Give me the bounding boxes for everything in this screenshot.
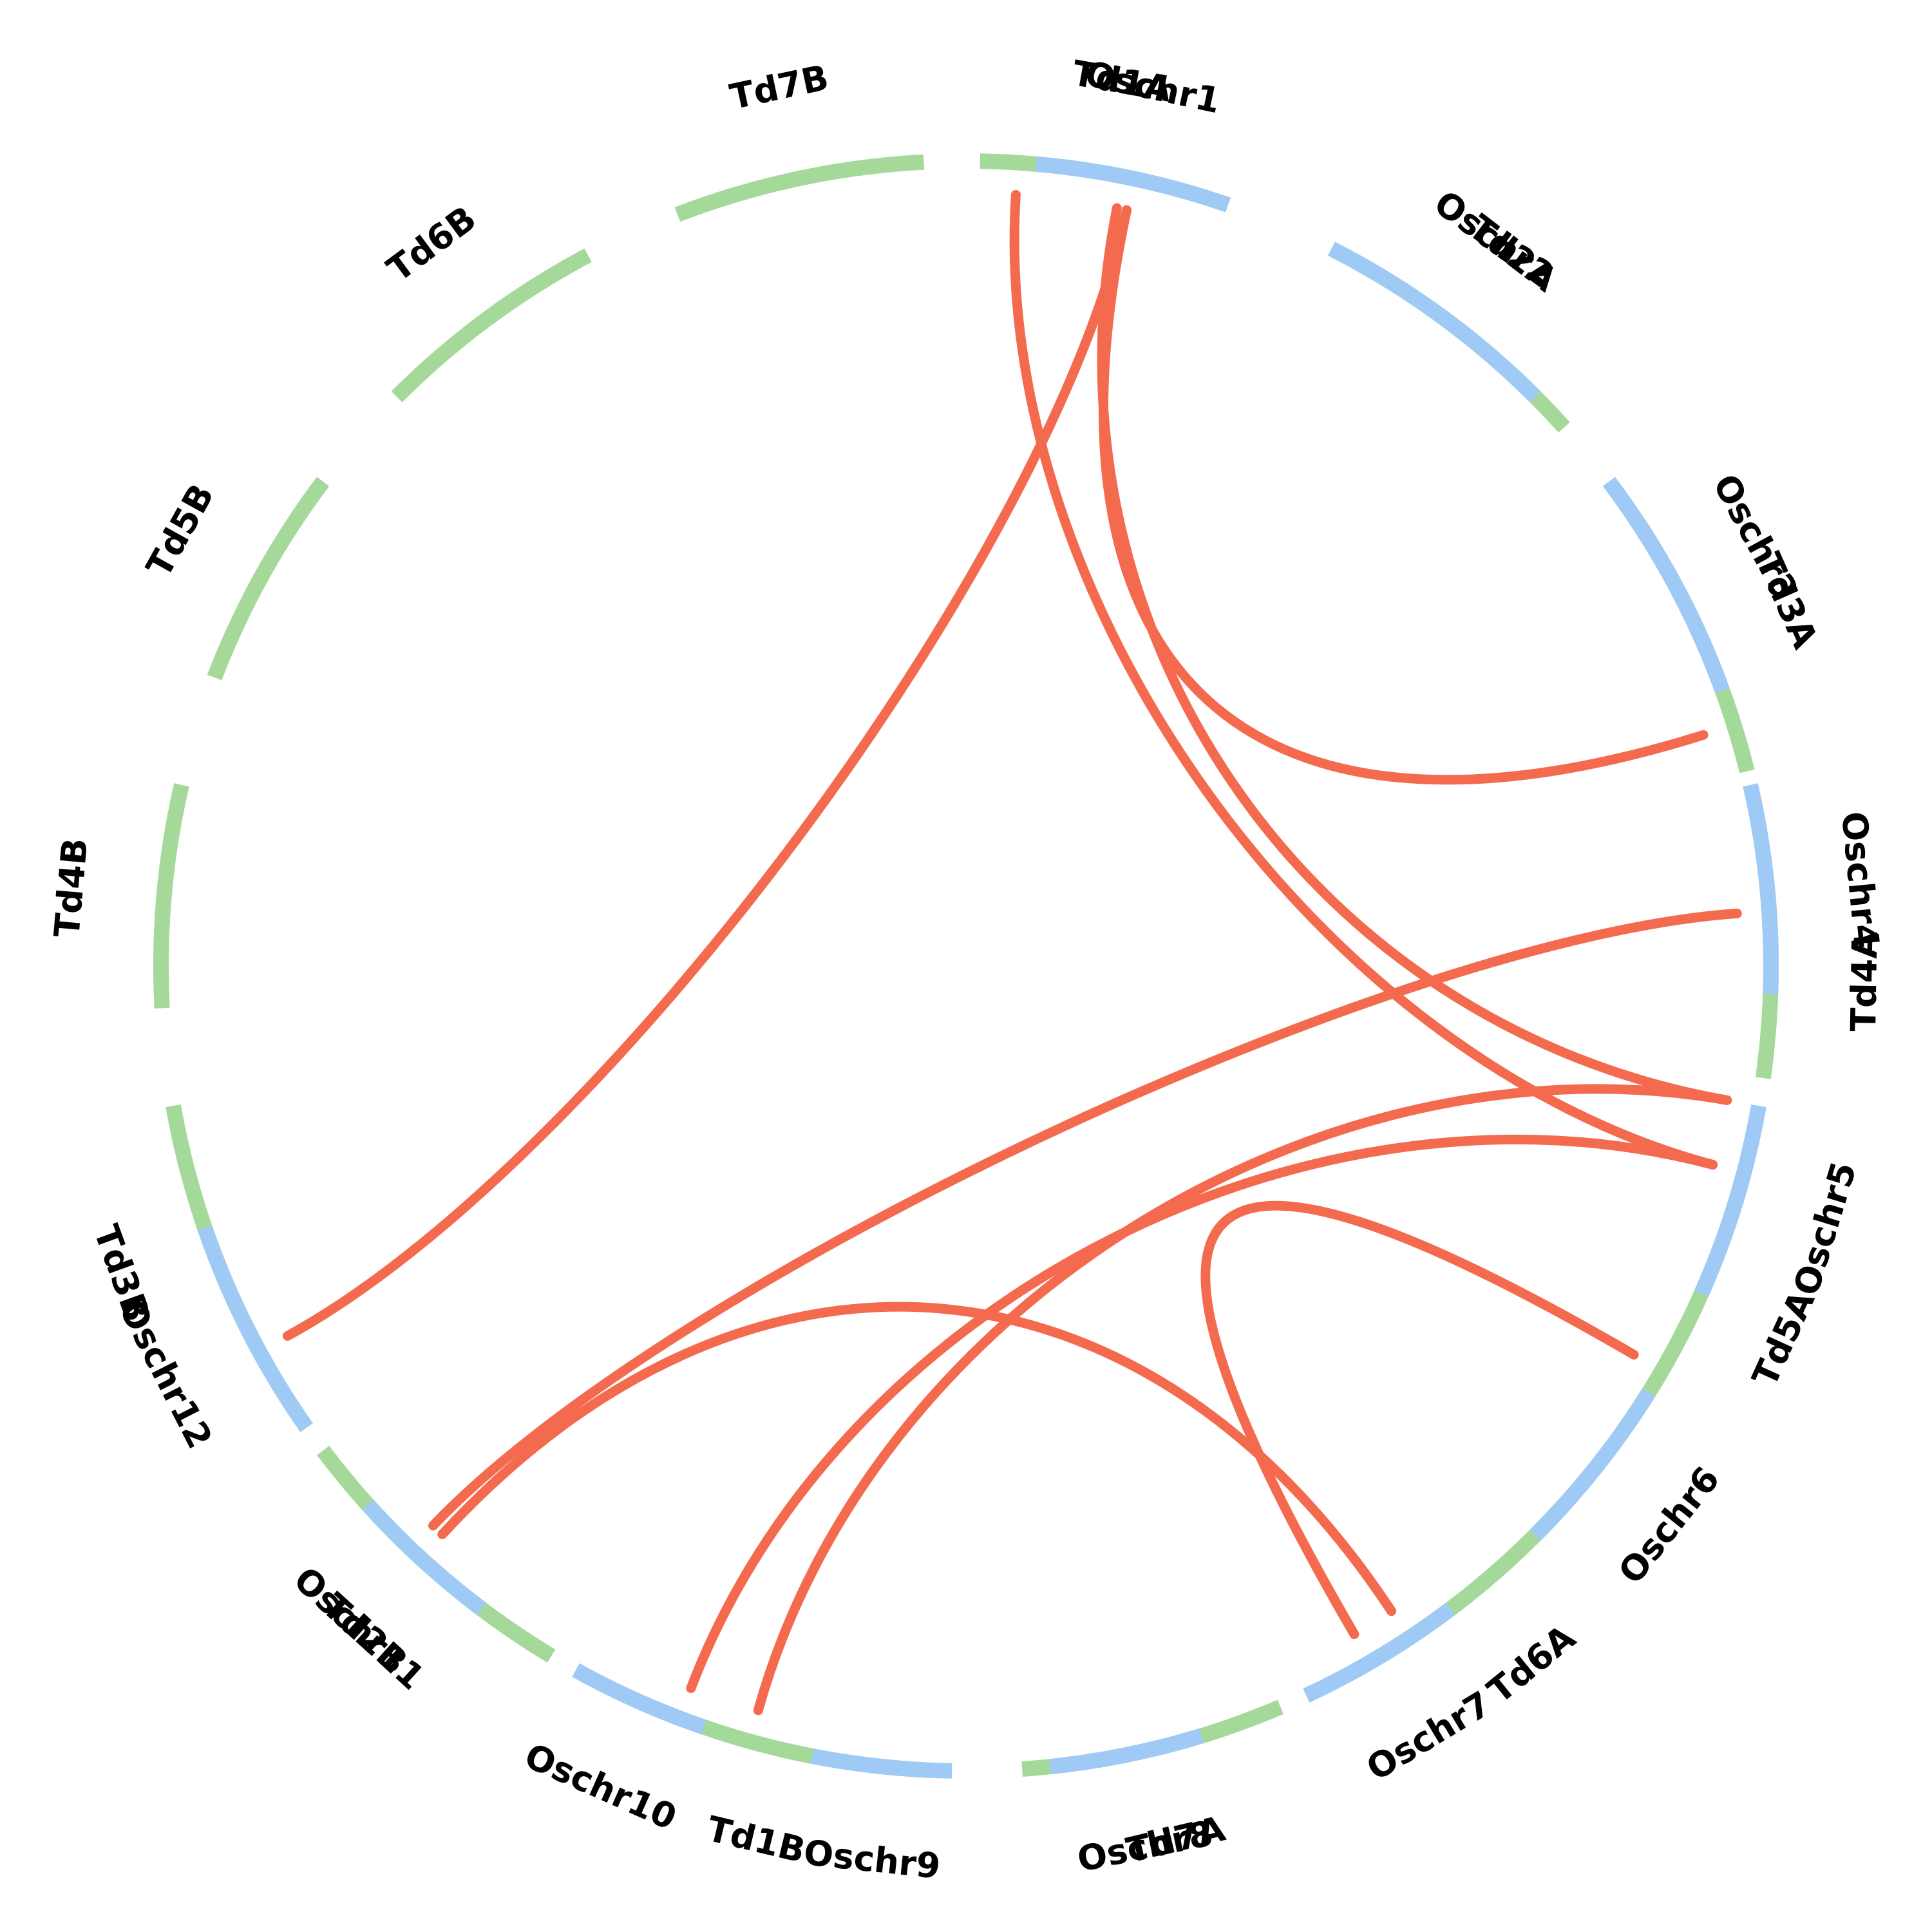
synteny-links xyxy=(282,190,1742,1716)
chromosome-arc-oschr4 xyxy=(1743,783,1779,995)
chromosome-label-td6a: Td6A xyxy=(1480,1617,1583,1712)
chromosome-arc-oschr1 xyxy=(1035,156,1231,213)
chromosome-arc-oschr10 xyxy=(572,1663,706,1735)
chromosome-label-oschr3: Oschr3 xyxy=(1705,468,1806,607)
chromosome-arc-oschr9 xyxy=(811,1748,952,1779)
chromosome-arc-oschr3 xyxy=(1602,477,1730,694)
synteny-link-4 xyxy=(1200,1200,1639,1640)
chromosome-arc-oschr6 xyxy=(1530,1388,1656,1541)
synteny-link-1 xyxy=(428,908,1742,1531)
chromosome-label-td1b: Td1B xyxy=(703,1808,810,1871)
chromosome-arc-oschr12 xyxy=(197,1226,313,1432)
chromosome-label-oschr11: Oschr11 xyxy=(286,1559,432,1698)
chromosome-label-td6b: Td6B xyxy=(379,198,483,289)
chromosome-label-oschr5: Oschr5 xyxy=(1786,1157,1864,1300)
chromosome-arcs xyxy=(153,153,1779,1779)
chromosome-label-oschr12: Oschr12 xyxy=(111,1293,220,1455)
chromosome-arc-td7b xyxy=(674,154,925,222)
chromosome-label-td5a: Td5A xyxy=(1745,1285,1823,1392)
chromosome-arc-oschr11 xyxy=(362,1499,486,1615)
synteny-link-2 xyxy=(1009,190,1718,1170)
synteny-link-9 xyxy=(282,205,1132,1341)
synteny-link-7 xyxy=(753,1084,1732,1716)
synteny-link-3 xyxy=(1097,203,1732,1105)
chromosome-arc-td5b xyxy=(207,477,330,681)
chromosome-label-oschr9: Oschr9 xyxy=(802,1832,942,1887)
chromosome-label-td4a: Td4A xyxy=(1843,931,1886,1032)
chromosome-label-td4b: Td4B xyxy=(46,837,95,939)
synteny-link-8 xyxy=(1098,205,1709,785)
chromosome-labels: Td1ATd2ATd3ATd4ATd5ATd6ATd7ATd1BTd2BTd3B… xyxy=(46,53,1887,1887)
chromosome-label-td7b: Td7B xyxy=(726,57,832,118)
chromosome-arc-oschr8 xyxy=(1049,1728,1204,1775)
chromosome-arc-oschr2 xyxy=(1328,242,1541,402)
chromosome-label-oschr1: Oschr1 xyxy=(1081,53,1224,122)
chromosome-label-oschr4: Oschr4 xyxy=(1833,810,1887,950)
chromosome-arc-oschr5 xyxy=(1694,1104,1766,1297)
chromosome-label-oschr8: Oschr8 xyxy=(1074,1813,1217,1880)
chromosome-arc-td4b xyxy=(153,783,189,1009)
chromosome-label-td5b: Td5B xyxy=(138,477,222,583)
chromosome-label-oschr10: Oschr10 xyxy=(518,1736,682,1838)
chromosome-label-oschr7: Oschr7 xyxy=(1359,1683,1498,1789)
chromosome-label-oschr6: Oschr6 xyxy=(1611,1459,1728,1592)
chromosome-arc-td6b xyxy=(391,248,592,402)
synteny-link-5 xyxy=(437,1302,1397,1616)
chromosome-label-oschr2: Oschr2 xyxy=(1426,182,1561,296)
chromosome-arc-oschr7 xyxy=(1303,1602,1455,1703)
